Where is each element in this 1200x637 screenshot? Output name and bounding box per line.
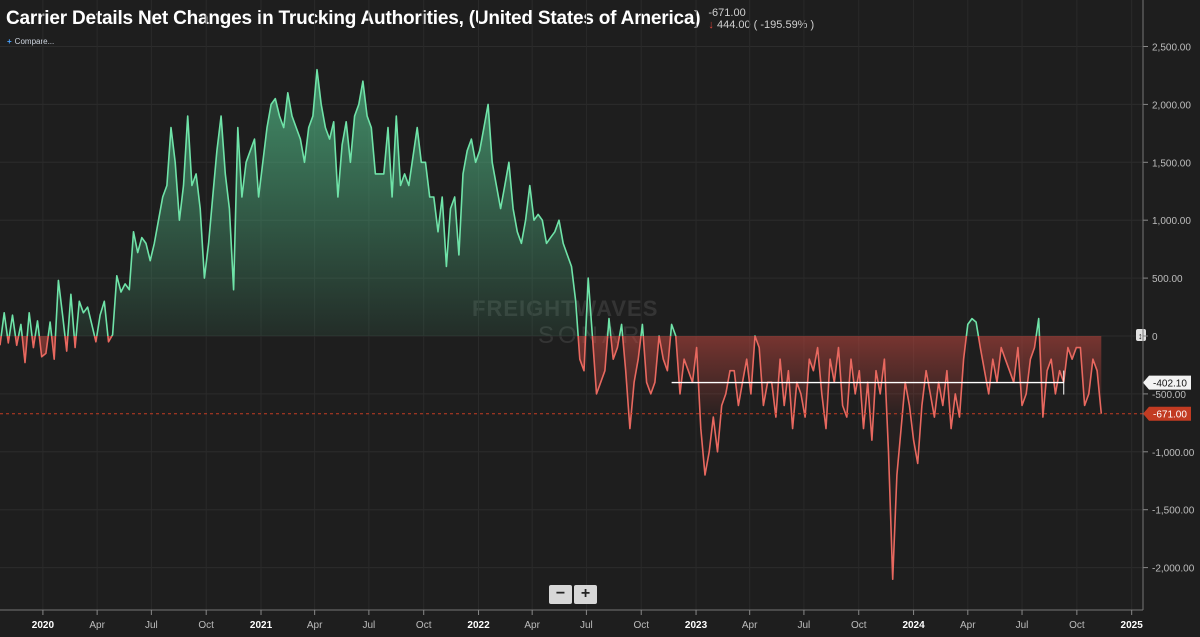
x-tick-label: Oct bbox=[416, 620, 432, 631]
x-tick-label: 2024 bbox=[902, 620, 925, 631]
y-tick-label: -1,500.00 bbox=[1152, 506, 1195, 517]
zoom-controls: − + bbox=[549, 585, 597, 604]
x-tick-label: 2023 bbox=[685, 620, 708, 631]
compare-label: Compare... bbox=[14, 37, 55, 46]
negative-series-line bbox=[0, 336, 1103, 581]
plus-icon: + bbox=[7, 37, 12, 46]
change-value: 444.00 ( -195.59% ) bbox=[716, 19, 815, 31]
zoom-out-button[interactable]: − bbox=[549, 585, 572, 604]
y-tick-label: 2,000.00 bbox=[1152, 100, 1191, 111]
x-tick-label: Jul bbox=[580, 620, 593, 631]
y-tick-label: 0 bbox=[1152, 332, 1158, 343]
last-value-badge-label: -671.00 bbox=[1153, 410, 1187, 421]
axis-marker-glyph: ↕ bbox=[1138, 331, 1143, 341]
x-tick-label: 2025 bbox=[1121, 620, 1144, 631]
x-tick-label: Apr bbox=[960, 620, 976, 631]
y-tick-label: 500.00 bbox=[1152, 274, 1183, 285]
y-tick-label: -2,000.00 bbox=[1152, 564, 1195, 575]
y-axis: 2,500.00 2,000.00 1,500.00 1,000.00 500.00 0 -… bbox=[1142, 0, 1195, 610]
x-tick-label: Apr bbox=[89, 620, 105, 631]
x-tick-label: Jul bbox=[362, 620, 375, 631]
x-tick-label: 2021 bbox=[250, 620, 273, 631]
x-tick-label: Jul bbox=[1016, 620, 1029, 631]
y-tick-label: 1,500.00 bbox=[1152, 158, 1191, 169]
last-value-badge bbox=[1143, 406, 1191, 421]
positive-series-line bbox=[0, 68, 1041, 336]
x-tick-label: Apr bbox=[524, 620, 540, 631]
x-tick-label: Oct bbox=[633, 620, 649, 631]
positive-area-fill bbox=[0, 69, 1102, 336]
chart-header: Carrier Details Net Changes in Trucking … bbox=[6, 7, 814, 31]
y-tick-label: -500.00 bbox=[1152, 390, 1186, 401]
last-value: -671.00 bbox=[708, 7, 746, 19]
quote-box: -671.00 ↓ 444.00 ( -195.59% ) bbox=[708, 7, 814, 31]
negative-area-fill bbox=[0, 336, 1102, 580]
x-tick-label: 2022 bbox=[467, 620, 490, 631]
series-area bbox=[0, 68, 1103, 581]
overlays: -671.00 -402.10 ↕ bbox=[0, 329, 1191, 421]
x-tick-label: Jul bbox=[145, 620, 158, 631]
x-tick-label: Oct bbox=[198, 620, 214, 631]
compare-button[interactable]: + Compare... bbox=[7, 37, 54, 46]
y-tick-label: -1,000.00 bbox=[1152, 448, 1195, 459]
x-tick-label: 2020 bbox=[32, 620, 55, 631]
y-tick-label: 2,500.00 bbox=[1152, 43, 1191, 54]
x-tick-label: Oct bbox=[1069, 620, 1085, 631]
x-tick-label: Apr bbox=[307, 620, 323, 631]
y-tick-label: 1,000.00 bbox=[1152, 216, 1191, 227]
zoom-in-button[interactable]: + bbox=[574, 585, 597, 604]
down-arrow-icon: ↓ bbox=[708, 19, 714, 31]
reference-badge bbox=[1143, 375, 1191, 390]
x-tick-label: Apr bbox=[742, 620, 758, 631]
chart-title: Carrier Details Net Changes in Trucking … bbox=[6, 8, 701, 29]
x-tick-label: Oct bbox=[851, 620, 867, 631]
reference-badge-label: -402.10 bbox=[1153, 379, 1187, 390]
x-axis: Oct 2020 Apr Jul Oct 2021 Apr Jul Oct 2022 Apr Jul O… bbox=[0, 609, 1144, 631]
x-tick-label: Jul bbox=[798, 620, 811, 631]
